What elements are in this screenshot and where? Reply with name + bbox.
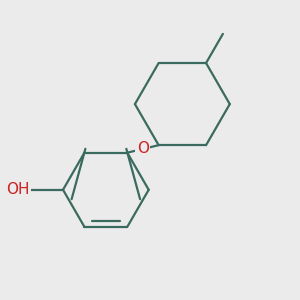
Text: O: O (137, 141, 149, 156)
Text: OH: OH (6, 182, 29, 197)
